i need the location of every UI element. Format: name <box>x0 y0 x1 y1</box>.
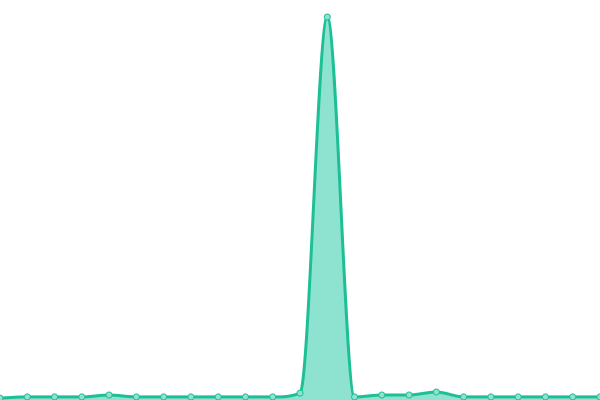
data-point <box>569 393 577 400</box>
data-points <box>0 13 600 400</box>
data-point <box>351 393 359 400</box>
data-point <box>23 393 31 400</box>
data-point <box>269 393 277 400</box>
data-point <box>405 391 413 399</box>
area-fill <box>0 17 600 400</box>
data-point <box>596 393 600 400</box>
data-point <box>296 389 304 397</box>
data-point <box>214 393 222 400</box>
data-point <box>160 393 168 400</box>
data-point <box>105 391 113 399</box>
data-point <box>241 393 249 400</box>
data-point <box>132 393 140 400</box>
data-point <box>51 393 59 400</box>
data-point <box>541 393 549 400</box>
data-point <box>378 391 386 399</box>
data-point <box>187 393 195 400</box>
data-point <box>487 393 495 400</box>
data-point <box>432 388 440 396</box>
data-point <box>460 393 468 400</box>
series-line <box>0 15 600 400</box>
data-point <box>514 393 522 400</box>
data-point <box>0 394 4 400</box>
data-point <box>323 13 331 21</box>
data-point <box>78 393 86 400</box>
